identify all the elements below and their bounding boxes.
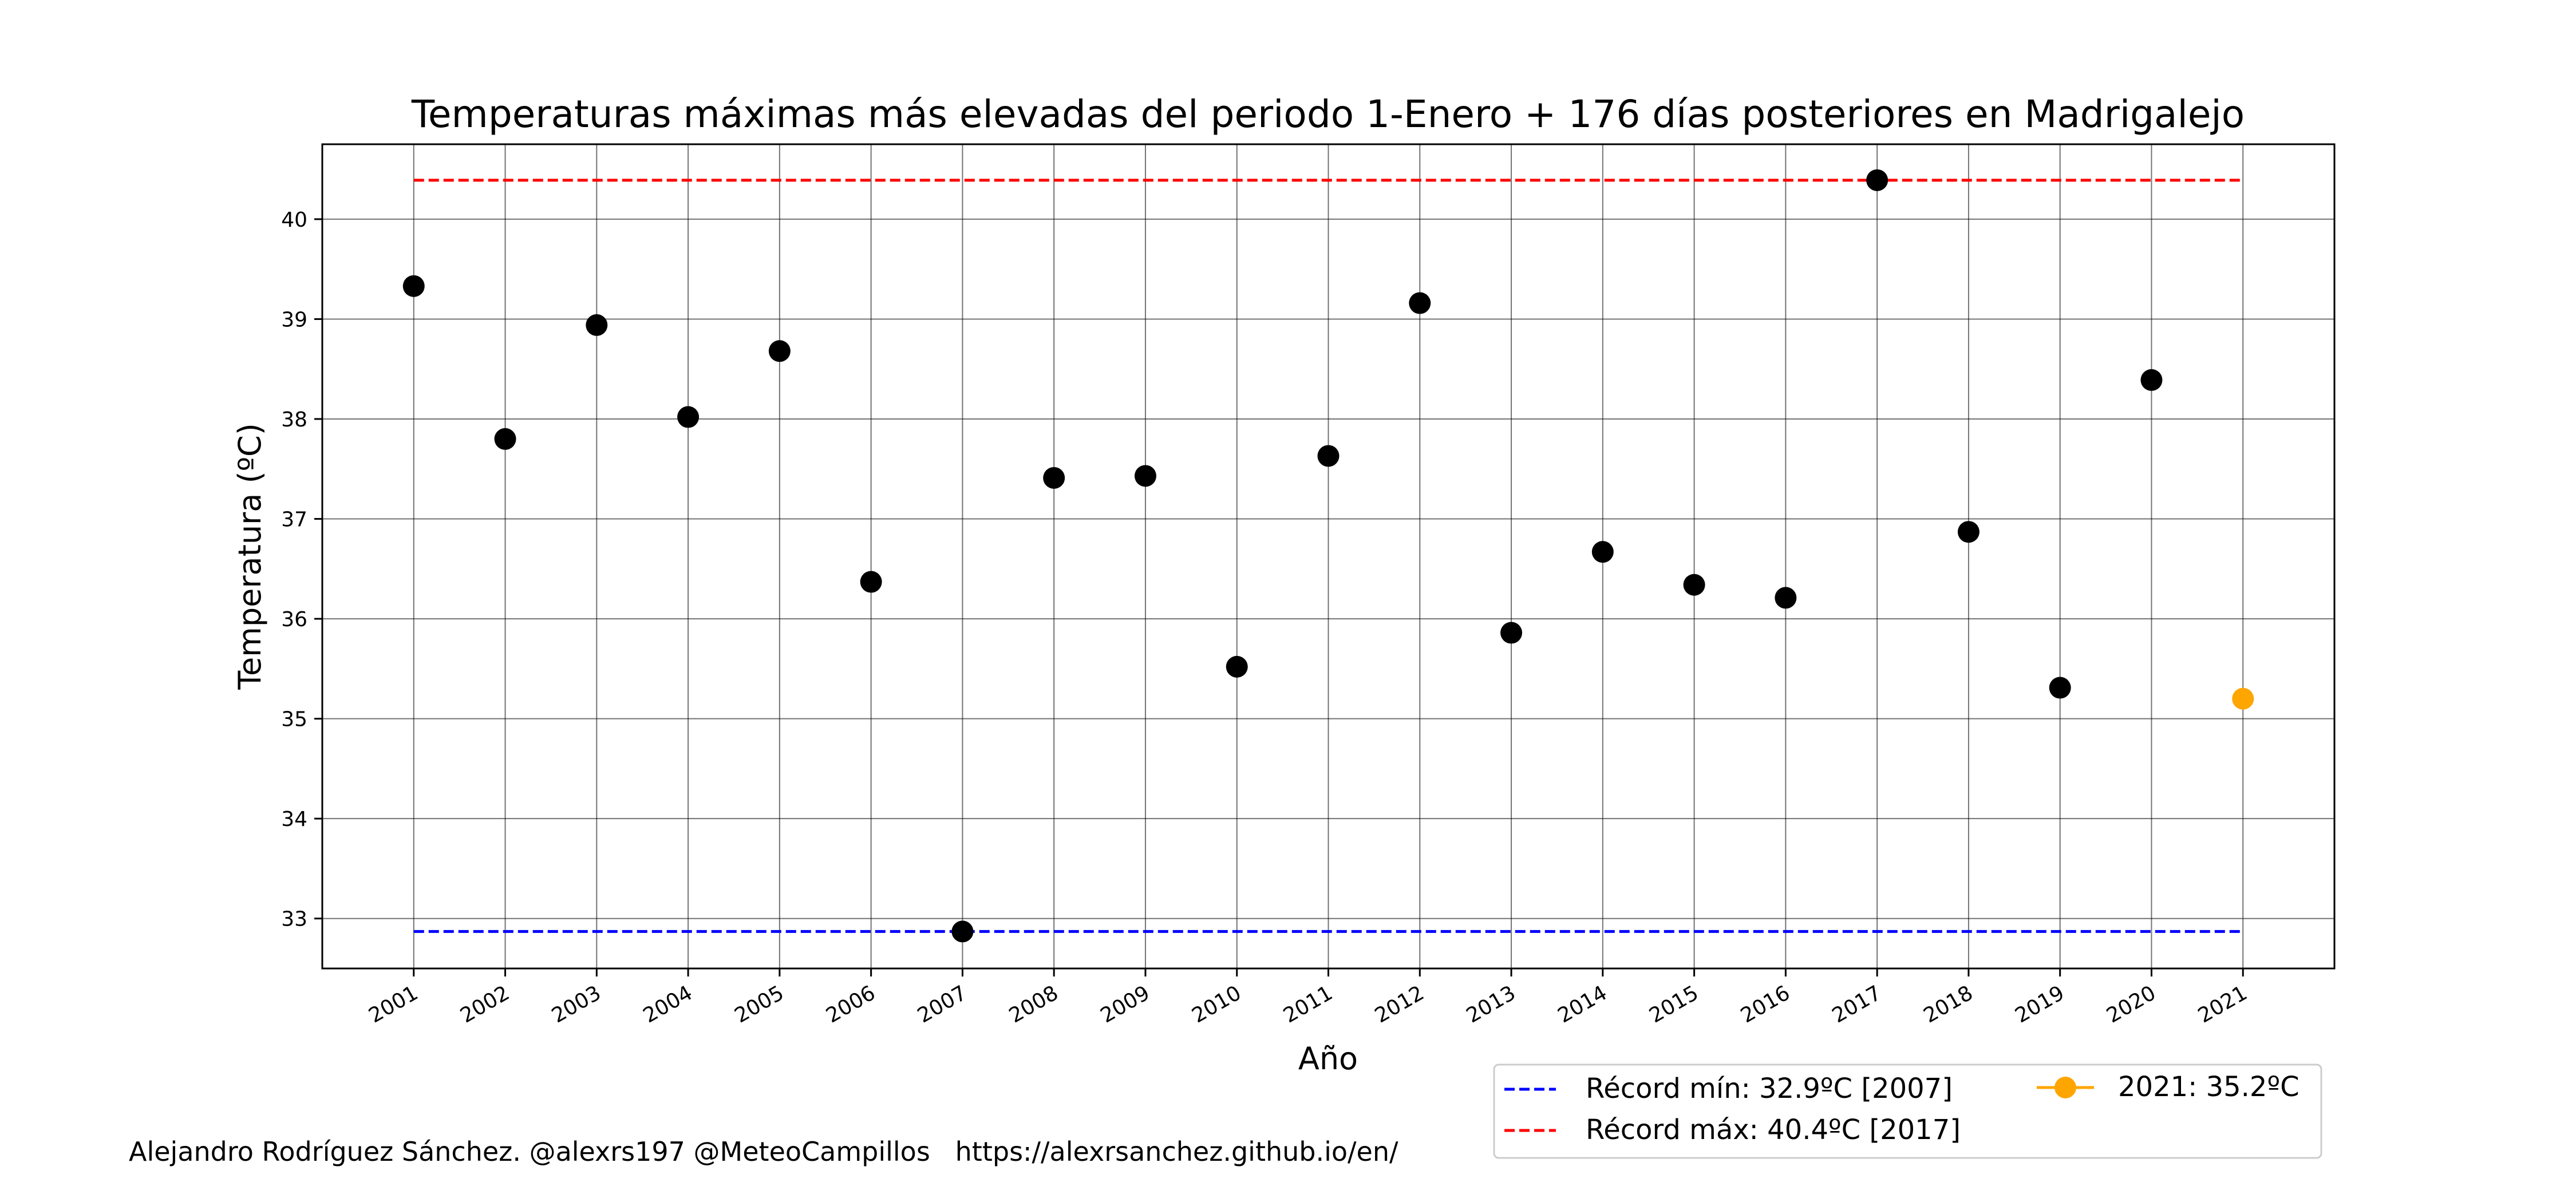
data-point (586, 314, 608, 336)
grid-lines (322, 144, 2334, 968)
y-tick-label: 40 (281, 208, 307, 232)
x-tick-label: 2001 (365, 981, 422, 1027)
x-tick-label: 2004 (639, 981, 697, 1027)
data-point (1500, 622, 1523, 644)
y-tick-labels: 33 34 35 36 37 38 39 40 (281, 208, 322, 931)
y-tick-label: 35 (281, 708, 307, 732)
x-tick-label: 2010 (1188, 981, 1245, 1027)
data-point (1683, 574, 1705, 596)
y-axis-label: Temperatura (ºC) (232, 423, 268, 690)
x-tick-label: 2013 (1463, 981, 1520, 1027)
data-point (1317, 445, 1340, 467)
data-point (1866, 169, 1888, 191)
x-tick-label: 2002 (456, 981, 513, 1027)
current-year-point (2232, 687, 2254, 710)
x-tick-label: 2009 (1097, 981, 1154, 1027)
legend-box (1493, 1063, 2322, 1159)
data-point (1775, 587, 1797, 609)
y-tick-label: 36 (281, 608, 307, 631)
y-tick-label: 34 (281, 808, 307, 831)
x-tick-label: 2018 (1920, 981, 1977, 1027)
data-point (1409, 292, 1431, 314)
data-point (860, 571, 882, 593)
y-tick-label: 39 (281, 308, 307, 331)
data-point (494, 428, 516, 450)
x-tick-label: 2016 (1737, 981, 1794, 1027)
data-point (1134, 465, 1156, 487)
x-tick-label: 2020 (2103, 981, 2160, 1027)
y-tick-label: 38 (281, 408, 307, 432)
x-tick-label: 2005 (731, 981, 788, 1027)
x-tick-label: 2008 (1005, 981, 1062, 1027)
data-point (768, 340, 791, 362)
legend: Récord mín: 32.9ºC [2007] Récord máx: 40… (1493, 1063, 2322, 1159)
x-tick-label: 2014 (1554, 981, 1611, 1027)
data-point (2049, 677, 2071, 699)
x-tick-label: 2017 (1828, 981, 1886, 1027)
x-tick-label: 2006 (822, 981, 879, 1027)
x-tick-labels: 2001 2002 2003 2004 2005 2006 2007 2008 2009 2010… (365, 968, 2251, 1028)
x-tick-label: 2003 (548, 981, 605, 1027)
x-tick-label: 2015 (1645, 981, 1702, 1027)
data-point (1043, 466, 1065, 489)
data-point (677, 406, 700, 428)
x-tick-label: 2012 (1371, 981, 1428, 1027)
legend-max-label: Récord máx: 40.4ºC [2017] (1586, 1114, 1961, 1146)
y-tick-label: 33 (281, 908, 307, 931)
data-point (951, 920, 974, 943)
x-tick-label: 2007 (914, 981, 971, 1027)
footer-credit: Alejandro Rodríguez Sánchez. @alexrs197 … (129, 1136, 1398, 1167)
chart-title: Temperaturas máximas más elevadas del pe… (411, 92, 2245, 136)
legend-current-label: 2021: 35.2ºC (2118, 1071, 2300, 1103)
data-point (1226, 655, 1248, 678)
x-tick-label: 2019 (2011, 981, 2068, 1027)
legend-current-marker (2055, 1077, 2076, 1098)
x-tick-label: 2021 (2194, 981, 2251, 1027)
x-axis-label: Año (1298, 1041, 1358, 1077)
legend-min-label: Récord mín: 32.9ºC [2007] (1586, 1073, 1953, 1105)
data-point (2140, 369, 2163, 391)
data-points (402, 169, 2254, 943)
x-tick-label: 2011 (1279, 981, 1337, 1027)
record-lines (413, 179, 2243, 933)
y-tick-label: 37 (281, 508, 307, 532)
data-point (1957, 521, 1980, 543)
data-point (1591, 541, 1614, 563)
data-point (402, 275, 425, 297)
